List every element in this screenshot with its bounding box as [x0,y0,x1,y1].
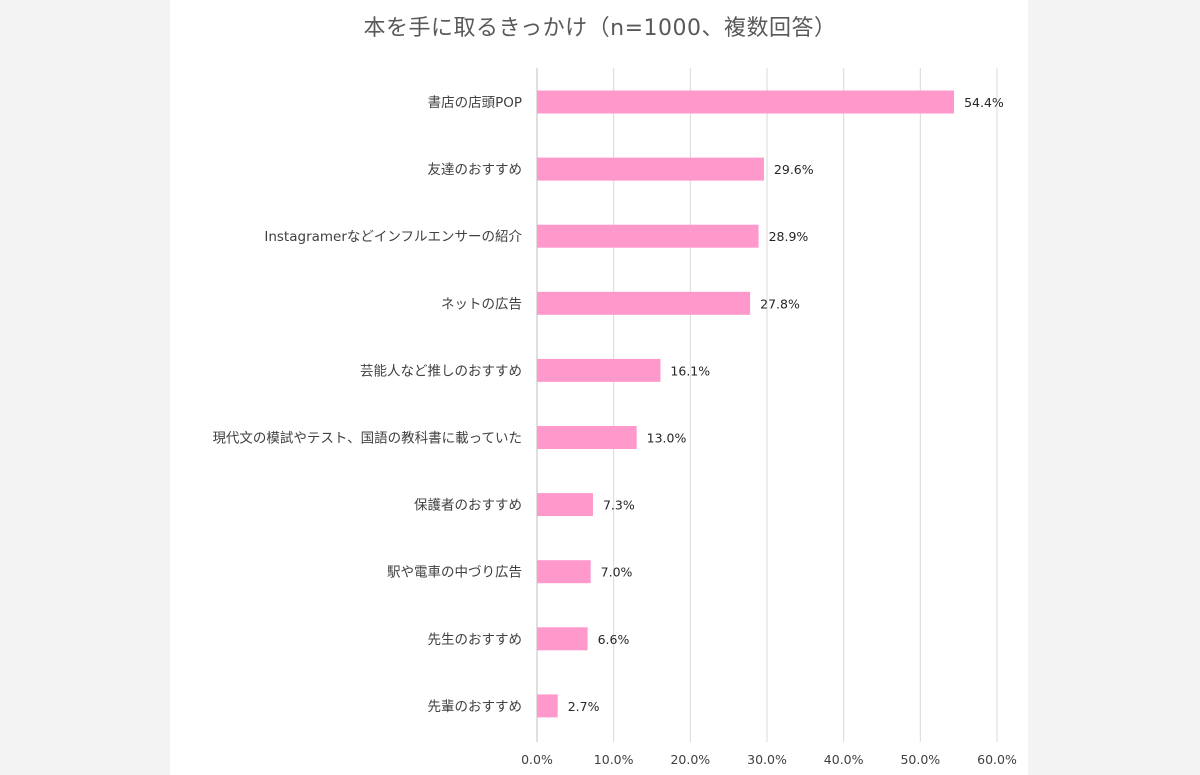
value-label: 6.6% [598,632,630,647]
bar [537,560,591,584]
x-tick-label: 50.0% [900,752,940,767]
chart-panel [170,0,1028,775]
category-label: 駅や電車の中づり広告 [387,565,522,581]
category-label: Instagramerなどインフルエンサーの紹介 [264,229,522,245]
value-label: 2.7% [568,699,600,714]
value-label: 16.1% [670,363,710,378]
category-label: 先生のおすすめ [428,632,523,648]
bar [537,627,588,651]
value-label: 13.0% [647,431,687,446]
value-label: 28.9% [769,229,809,244]
category-label: 書店の店頭POP [428,95,522,111]
value-label: 29.6% [774,162,814,177]
bar [537,426,637,449]
bars [537,90,955,718]
category-label: 芸能人など推しのおすすめ [360,363,522,379]
value-label: 54.4% [964,95,1004,110]
x-tick-label: 10.0% [594,752,634,767]
chart-title: 本を手に取るきっかけ（n=1000、複数回答） [363,16,837,41]
value-label: 7.3% [603,498,635,513]
x-tick-label: 0.0% [521,752,553,767]
bar [537,157,764,181]
bar [537,493,593,517]
bar [537,694,558,718]
x-tick-label: 40.0% [824,752,864,767]
x-tick-label: 30.0% [747,752,787,767]
bar [537,224,759,248]
category-label: 友達のおすすめ [428,162,523,178]
bar [537,90,955,114]
category-label: 保護者のおすすめ [414,498,522,514]
value-label: 27.8% [760,296,800,311]
value-label: 7.0% [601,565,633,580]
x-tick-label: 20.0% [670,752,710,767]
bar [537,358,661,382]
x-tick-label: 60.0% [977,752,1017,767]
category-label: 現代文の模試やテスト、国語の教科書に載っていた [212,430,522,447]
category-label: 先輩のおすすめ [428,699,523,715]
bar [537,291,751,315]
labels: 0.0% 10.0% 20.0% 30.0% 40.0% 50.0% 60.0% 書店の店頭P… [212,95,1017,767]
category-label: ネットの広告 [441,296,522,312]
